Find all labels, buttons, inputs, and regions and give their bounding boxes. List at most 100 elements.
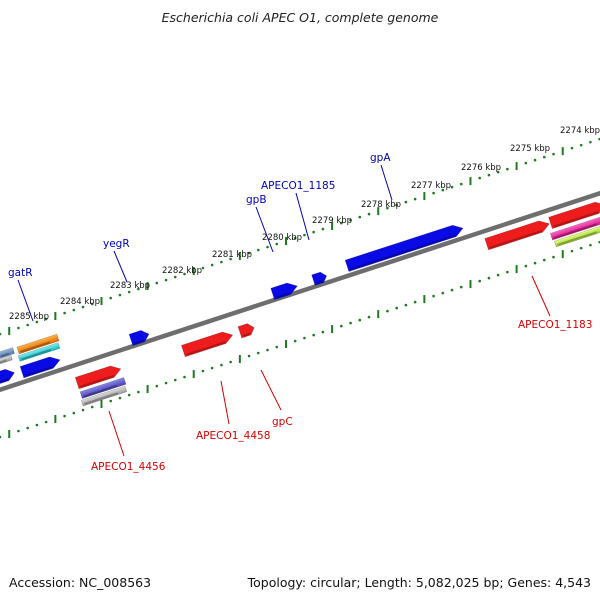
feature-gpC: [237, 323, 255, 339]
feature-APECO1_4456-shade: [80, 375, 115, 388]
minor-tick: [506, 167, 509, 171]
minor-tick: [81, 408, 85, 412]
scale-label: 2283 kbp: [110, 281, 150, 291]
scale-label: 2284 kbp: [60, 297, 100, 307]
minor-tick: [257, 248, 260, 252]
minor-tick: [229, 257, 232, 261]
minor-tick: [570, 249, 574, 253]
feature-magenta-shade: [553, 223, 597, 239]
feature-blue-edge-shade: [0, 378, 9, 385]
feature-gpA: [344, 224, 464, 272]
minor-tick: [109, 399, 113, 403]
feature-grey-edge-shade: [0, 359, 7, 364]
minor-tick: [579, 143, 583, 147]
minor-tick: [459, 285, 463, 289]
feature-gpC-shade: [242, 332, 251, 337]
minor-tick: [275, 242, 279, 246]
minor-tick: [303, 336, 306, 340]
feature-track: [0, 201, 600, 407]
minor-tick: [44, 317, 48, 321]
feature-grey-shape: [80, 385, 128, 407]
feature-APECO1_1183-shade: [489, 229, 543, 249]
minor-tick: [247, 354, 251, 358]
feature-grey-shade: [84, 392, 119, 405]
feature-APECO1_1183: [484, 220, 550, 251]
feature-grey-edge: [0, 354, 13, 366]
feature-APECO1_4458: [181, 331, 234, 358]
lower-tick-row: [0, 240, 600, 439]
minor-tick: [155, 384, 159, 388]
feature-blue-edge-shape: [0, 368, 15, 386]
minor-tick: [552, 255, 555, 259]
minor-tick: [552, 152, 555, 156]
minor-tick: [340, 324, 343, 328]
minor-tick: [63, 311, 66, 315]
minor-tick: [570, 146, 574, 150]
minor-tick: [386, 206, 389, 210]
minor-tick: [0, 332, 2, 336]
feature-APECO1_4456-shape: [74, 365, 122, 390]
minor-tick: [432, 294, 435, 298]
feature-gatR: [16, 333, 60, 355]
feature-purple: [79, 377, 127, 399]
feature-gpC-shape: [237, 323, 255, 339]
minor-tick: [303, 233, 306, 237]
minor-tick: [358, 318, 362, 322]
minor-tick: [173, 275, 177, 279]
label-gatR: gatR: [8, 267, 33, 279]
minor-tick: [459, 182, 463, 186]
minor-tick: [579, 246, 583, 250]
feature-gatR-shape: [16, 333, 60, 355]
minor-tick: [441, 291, 445, 295]
label-gpC: gpC: [272, 416, 293, 428]
minor-tick: [450, 185, 454, 189]
feature-APECO1_4458-shade: [186, 341, 226, 356]
feature-lime-shape: [553, 224, 600, 248]
minor-tick: [395, 306, 398, 310]
minor-tick: [201, 266, 205, 270]
minor-tick: [413, 300, 417, 304]
minor-tick: [542, 155, 546, 159]
minor-tick: [349, 321, 352, 325]
minor-tick: [118, 293, 122, 297]
minor-tick: [496, 273, 500, 277]
scale-label: 2279 kbp: [312, 216, 352, 226]
minor-tick: [487, 276, 491, 280]
minor-tick: [321, 227, 325, 231]
feature-blue-edge: [0, 368, 15, 386]
feature-yegR: [128, 330, 150, 347]
minor-tick: [450, 288, 454, 292]
feature-lime: [553, 224, 600, 248]
minor-tick: [183, 375, 186, 379]
feature-blue-left-shape: [19, 356, 61, 379]
feature-red-right: [548, 201, 600, 230]
minor-tick: [441, 188, 445, 192]
minor-tick: [127, 393, 131, 397]
minor-tick: [478, 279, 482, 283]
map-title: Escherichia coli APEC O1, complete genom…: [161, 10, 439, 25]
label-APECO1_1185: APECO1_1185: [261, 180, 335, 192]
accession-text: Accession: NC_008563: [9, 575, 152, 590]
minor-tick: [293, 236, 297, 240]
minor-tick: [17, 429, 20, 433]
leader-gpB: [255, 206, 274, 253]
minor-tick: [506, 270, 509, 274]
upper-tick-row: [0, 137, 600, 336]
minor-tick: [137, 390, 140, 394]
minor-tick: [164, 278, 168, 282]
minor-tick: [275, 345, 279, 349]
feature-teal-shade: [21, 348, 52, 361]
feature-magenta: [549, 215, 600, 241]
scale-label: 2281 kbp: [212, 250, 252, 260]
feature-APECO1_1185-shape: [270, 282, 298, 301]
feature-gpB-shade: [316, 280, 324, 285]
leader-gpC: [260, 369, 282, 411]
feature-red-right-shade: [553, 211, 599, 228]
leader-gpA: [380, 164, 393, 201]
minor-tick: [220, 363, 223, 367]
scale-label: 2285 kbp: [9, 312, 49, 322]
feature-APECO1_1185: [270, 282, 298, 301]
leader-yegR: [113, 250, 128, 283]
scale-label: 2274 kbp: [560, 126, 600, 136]
